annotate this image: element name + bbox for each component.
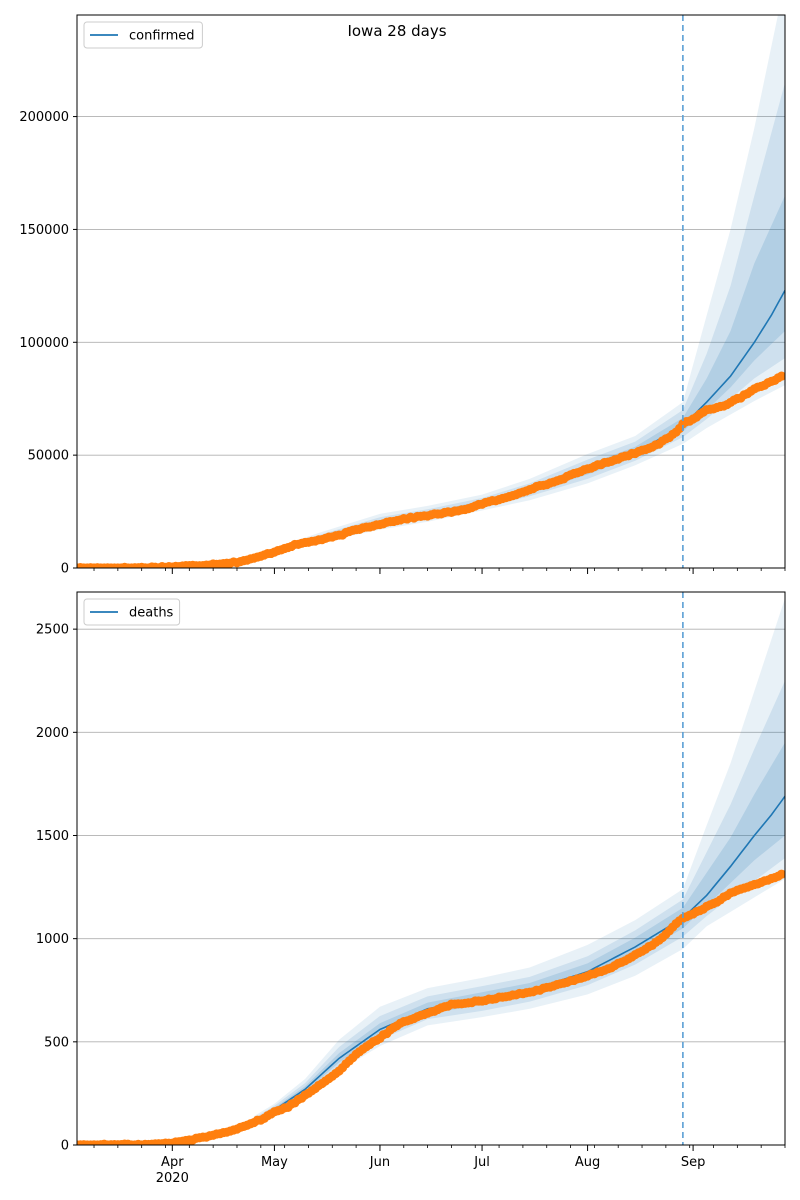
observed-series [77, 869, 785, 1145]
y-tick-label: 1500 [36, 829, 69, 844]
axes-frame [76, 14, 786, 569]
x-tick-label: Sep [681, 1155, 706, 1170]
y-tick-label: 2500 [36, 623, 69, 638]
y-tick-label: 200000 [19, 110, 69, 125]
y-tick-label: 0 [61, 1139, 69, 1154]
legend: confirmed [83, 21, 203, 49]
chart-panel-confirmed: 0 50000 100000 150000 200000 confirmed [19, 14, 786, 577]
y-tick-label: 50000 [28, 449, 69, 464]
forecast-band-middle [236, 82, 785, 562]
y-tick-label: 150000 [19, 223, 69, 238]
x-tick-sublabel: 2020 [156, 1171, 189, 1186]
legend-box [83, 598, 181, 626]
y-tick-label: 2000 [36, 726, 69, 741]
axes-frame [76, 591, 786, 1146]
forecast-band-middle [254, 680, 785, 1125]
x-tick-label: Apr [161, 1155, 184, 1170]
y-tick-label: 500 [44, 1035, 69, 1050]
x-tick-label: May [261, 1155, 288, 1170]
legend-label: confirmed [129, 29, 195, 44]
observed-series [77, 371, 785, 568]
legend-box [83, 21, 203, 49]
legend-label: deaths [129, 606, 174, 621]
observed-point [777, 371, 785, 381]
y-tick-label: 1000 [36, 932, 69, 947]
figure-title: Iowa 28 days [347, 22, 446, 40]
plot-area [77, 15, 785, 568]
y-tick-label: 100000 [19, 336, 69, 351]
x-tick-label: Aug [575, 1155, 600, 1170]
x-tick-label: Jul [473, 1155, 490, 1170]
legend: deaths [83, 598, 181, 626]
plot-area [77, 598, 785, 1145]
x-tick-label: Jun [369, 1155, 390, 1170]
observed-point [777, 869, 785, 879]
y-tick-label: 0 [61, 562, 69, 577]
